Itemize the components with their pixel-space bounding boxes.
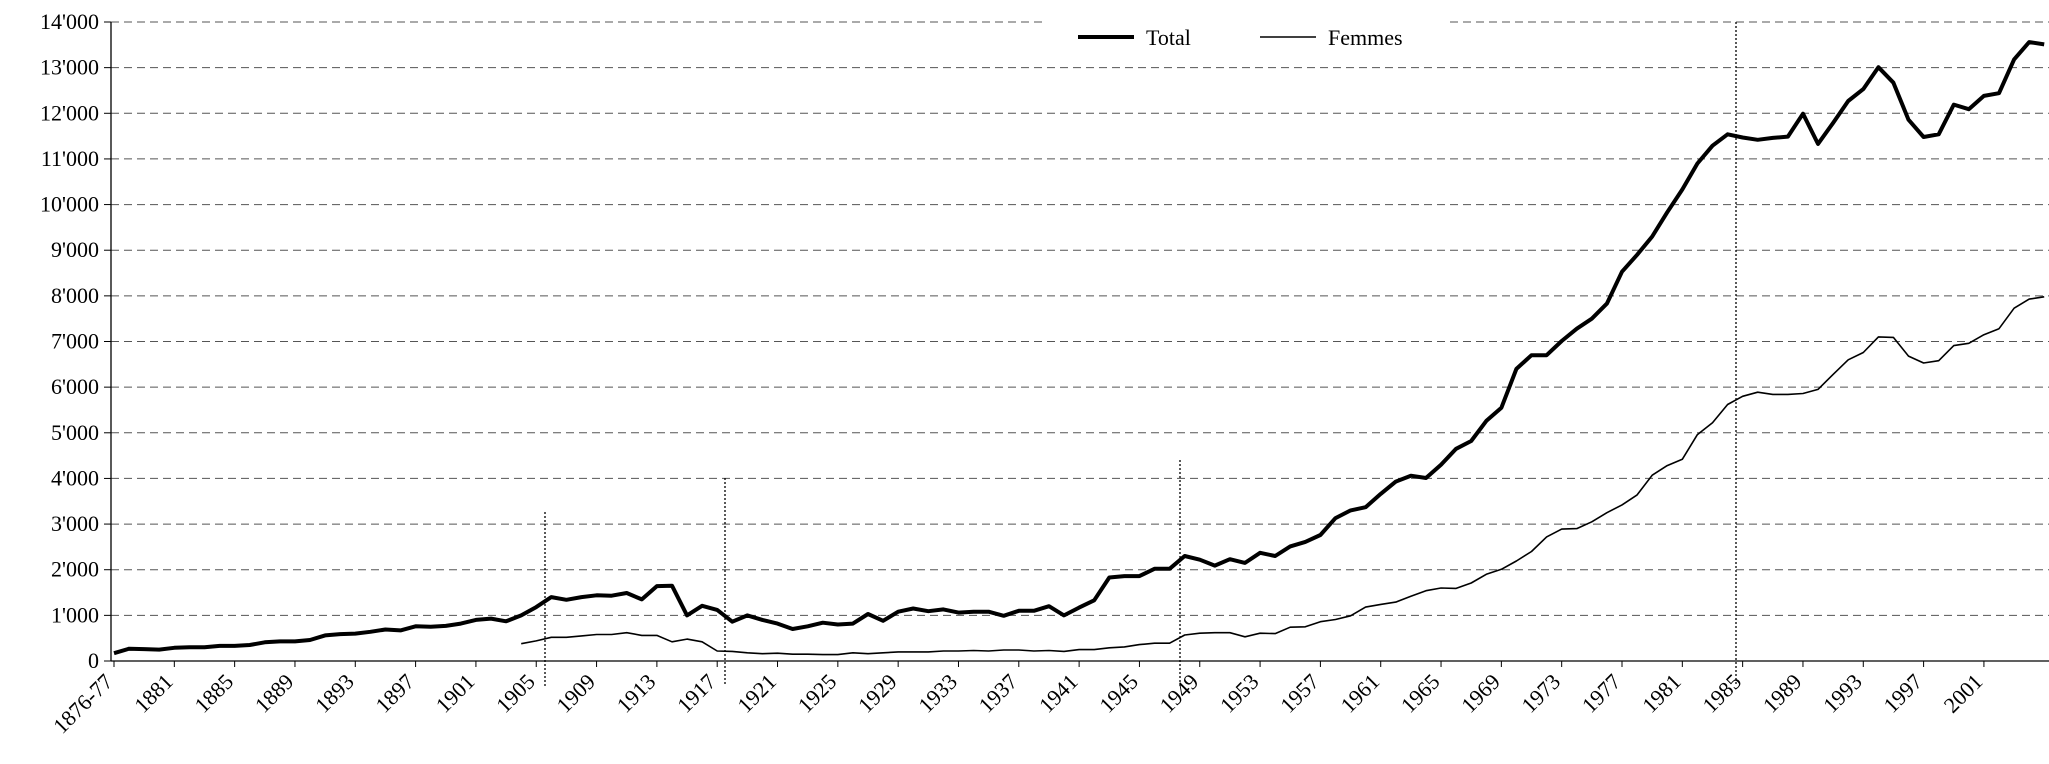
x-tick-label: 1889: [250, 669, 299, 718]
x-tick-label: 1953: [1215, 669, 1264, 718]
y-tick-label: 10'000: [40, 192, 99, 217]
x-tick-label: 1913: [612, 669, 661, 718]
series-line: [113, 40, 2045, 656]
x-tick-label: 1929: [853, 669, 902, 718]
x-tick-label: 1881: [129, 669, 178, 718]
y-tick-label: 5'000: [51, 420, 99, 445]
x-tick-label: 1925: [793, 669, 842, 718]
x-tick-label: 1901: [431, 669, 480, 718]
x-tick-label: 1997: [1878, 669, 1927, 718]
y-tick-label: 9'000: [51, 237, 99, 262]
y-tick-label: 11'000: [41, 146, 99, 171]
x-tick-label: 1905: [491, 669, 540, 718]
x-tick-label: 1981: [1637, 669, 1686, 718]
legend-label: Femmes: [1328, 25, 1403, 50]
x-tick-label: 1973: [1516, 669, 1565, 718]
y-tick-label: 7'000: [51, 329, 99, 354]
x-tick-label: 1876-77: [48, 669, 118, 739]
x-tick-label: 1949: [1155, 669, 1204, 718]
x-tick-label: 1909: [551, 669, 600, 718]
y-tick-label: 3'000: [51, 511, 99, 536]
x-tick-label: 1933: [913, 669, 962, 718]
y-tick-label: 6'000: [51, 374, 99, 399]
y-tick-label: 4'000: [51, 465, 99, 490]
y-tick-label: 0: [88, 648, 99, 673]
y-tick-label: 12'000: [40, 100, 99, 125]
x-tick-label: 1921: [732, 669, 781, 718]
x-tick-label: 1893: [310, 669, 359, 718]
y-tick-label: 8'000: [51, 283, 99, 308]
y-tick-label: 14'000: [40, 9, 99, 34]
x-tick-label: 2001: [1939, 669, 1988, 718]
x-tick-label: 1937: [974, 669, 1023, 718]
x-tick-label: 1969: [1456, 669, 1505, 718]
x-tick-label: 1993: [1818, 669, 1867, 718]
x-tick-label: 1945: [1094, 669, 1143, 718]
x-tick-label: 1885: [189, 669, 238, 718]
x-tick-label: 1965: [1396, 669, 1445, 718]
x-tick-label: 1957: [1275, 669, 1324, 718]
legend-box: [1045, 16, 1445, 66]
series-line: [521, 296, 2045, 656]
x-tick-label: 1917: [672, 669, 721, 718]
y-tick-label: 13'000: [40, 55, 99, 80]
x-tick-label: 1977: [1577, 669, 1626, 718]
x-tick-label: 1897: [370, 669, 419, 718]
x-tick-label: 1989: [1758, 669, 1807, 718]
y-tick-label: 1'000: [51, 602, 99, 627]
x-tick-label: 1941: [1034, 669, 1083, 718]
grid: [111, 21, 2049, 616]
x-tick-label: 1961: [1335, 669, 1384, 718]
legend-label: Total: [1146, 25, 1191, 50]
x-tick-label: 1985: [1697, 669, 1746, 718]
y-tick-label: 2'000: [51, 557, 99, 582]
